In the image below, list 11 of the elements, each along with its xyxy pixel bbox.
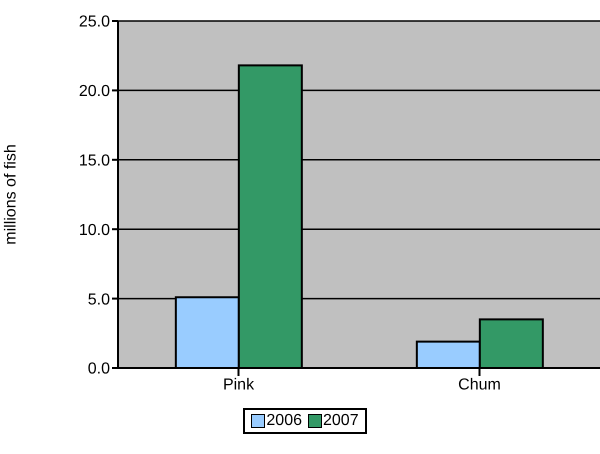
x-tick-label: Chum [458, 376, 501, 394]
y-tick-label: 15.0 [78, 152, 110, 170]
y-tick-label: 0.0 [88, 360, 110, 378]
legend-label: 2006 [265, 412, 302, 430]
y-axis-title: millions of fish [2, 144, 20, 245]
y-tick-label: 10.0 [78, 222, 110, 239]
x-tick-label: Pink [222, 376, 256, 394]
legend-label: 2007 [322, 412, 359, 430]
y-tick-label: 25.0 [78, 14, 110, 31]
y-tick-label: 5.0 [88, 291, 110, 308]
y-tick-label: 20.0 [78, 83, 110, 100]
